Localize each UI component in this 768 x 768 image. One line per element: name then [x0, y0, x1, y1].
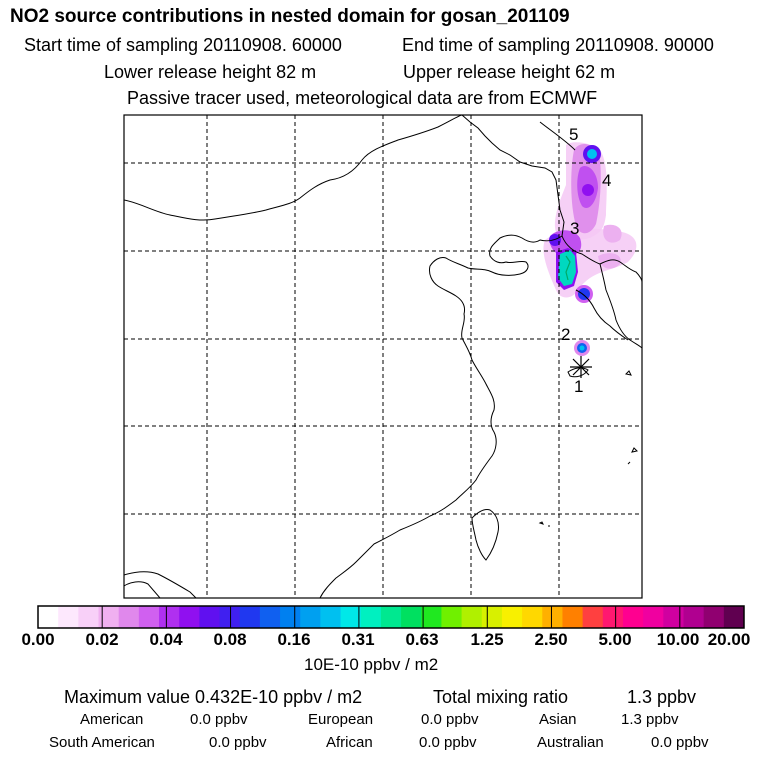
colorbar	[38, 606, 745, 628]
colorbar-cell	[179, 606, 200, 628]
colorbar-cell	[441, 606, 463, 628]
colorbar-tick: 20.00	[707, 630, 751, 649]
colorbar-tick: 1.25	[470, 630, 504, 649]
region-name-european: European	[308, 711, 374, 728]
region-name-african: African	[326, 734, 373, 751]
region-name-asian: Asian	[539, 711, 577, 728]
colorbar-tick: 0.63	[405, 630, 439, 649]
colorbar-cell	[562, 606, 584, 628]
colorbar-cell	[501, 606, 523, 628]
colorbar-cell	[138, 606, 160, 628]
colorbar-cell	[542, 606, 563, 628]
colorbar-cell	[421, 606, 442, 628]
colorbar-frame	[37, 605, 745, 629]
region-value-asian: 1.3 ppbv	[621, 711, 679, 728]
site-label-3: 3	[570, 219, 579, 238]
region-name-south-american: South American	[49, 734, 155, 751]
upper-release-height: Upper release height 62 m	[403, 62, 616, 82]
region-value-african: 0.0 ppbv	[419, 734, 477, 751]
region-value-american: 0.0 ppbv	[190, 711, 248, 728]
colorbar-tick: 2.50	[534, 630, 568, 649]
colorbar-units: 10E-10 ppbv / m2	[304, 655, 439, 674]
tracer-note: Passive tracer used, meteorological data…	[127, 88, 598, 108]
colorbar-cell	[683, 606, 705, 628]
colorbar-cell	[522, 606, 543, 628]
colorbar-tick: 5.00	[598, 630, 632, 649]
colorbar-cell	[703, 606, 725, 628]
total-mixing-ratio-label: Total mixing ratio	[433, 687, 569, 707]
colorbar-cell	[380, 606, 402, 628]
colorbar-cell	[401, 606, 422, 628]
site-label-2: 2	[561, 325, 570, 344]
colorbar-cell	[58, 606, 79, 628]
plume-layer	[543, 142, 637, 356]
end-time: End time of sampling 20110908. 90000	[402, 35, 714, 55]
colorbar-cell	[98, 606, 120, 628]
colorbar-cell	[622, 606, 644, 628]
colorbar-cell	[602, 606, 624, 628]
colorbar-cell	[643, 606, 664, 628]
region-value-australian: 0.0 ppbv	[651, 734, 709, 751]
colorbar-cell	[340, 606, 362, 628]
colorbar-cell	[239, 606, 261, 628]
start-time: Start time of sampling 20110908. 60000	[24, 35, 342, 55]
release-site-icon	[570, 356, 592, 378]
colorbar-tick: 0.04	[149, 630, 183, 649]
site-label-5: 5	[569, 125, 578, 144]
region-name-australian: Australian	[537, 734, 604, 751]
colorbar-cell	[38, 606, 59, 628]
colorbar-cell	[461, 606, 483, 628]
region-value-european: 0.0 ppbv	[421, 711, 479, 728]
region-value-south-american: 0.0 ppbv	[209, 734, 267, 751]
colorbar-cell	[481, 606, 503, 628]
colorbar-tick: 0.31	[341, 630, 375, 649]
maximum-value: Maximum value 0.432E-10 ppbv / m2	[64, 687, 363, 707]
colorbar-cell	[159, 606, 180, 628]
colorbar-cell	[300, 606, 321, 628]
map-frame	[123, 114, 643, 599]
colorbar-cell	[78, 606, 100, 628]
colorbar-tick: 0.16	[277, 630, 311, 649]
colorbar-cell	[582, 606, 604, 628]
colorbar-cell	[118, 606, 140, 628]
lower-release-height: Lower release height 82 m	[104, 62, 317, 82]
site-label-4: 4	[602, 171, 611, 190]
map-title: NO2 source contributions in nested domai…	[10, 6, 570, 27]
region-name-american: American	[80, 711, 144, 728]
colorbar-cell	[280, 606, 301, 628]
colorbar-cell	[320, 606, 342, 628]
site-label-1: 1	[574, 377, 583, 396]
colorbar-tick: 0.02	[85, 630, 119, 649]
colorbar-cell	[219, 606, 241, 628]
colorbar-cell	[663, 606, 684, 628]
lat-lon-grid	[124, 115, 642, 598]
colorbar-cell	[199, 606, 221, 628]
colorbar-cell	[723, 606, 745, 628]
total-mixing-ratio-value: 1.3 ppbv	[627, 687, 697, 707]
colorbar-cell	[259, 606, 281, 628]
colorbar-tick: 10.00	[656, 630, 700, 649]
colorbar-tick: 0.08	[213, 630, 247, 649]
colorbar-tick: 0.00	[21, 630, 55, 649]
colorbar-cell	[360, 606, 382, 628]
